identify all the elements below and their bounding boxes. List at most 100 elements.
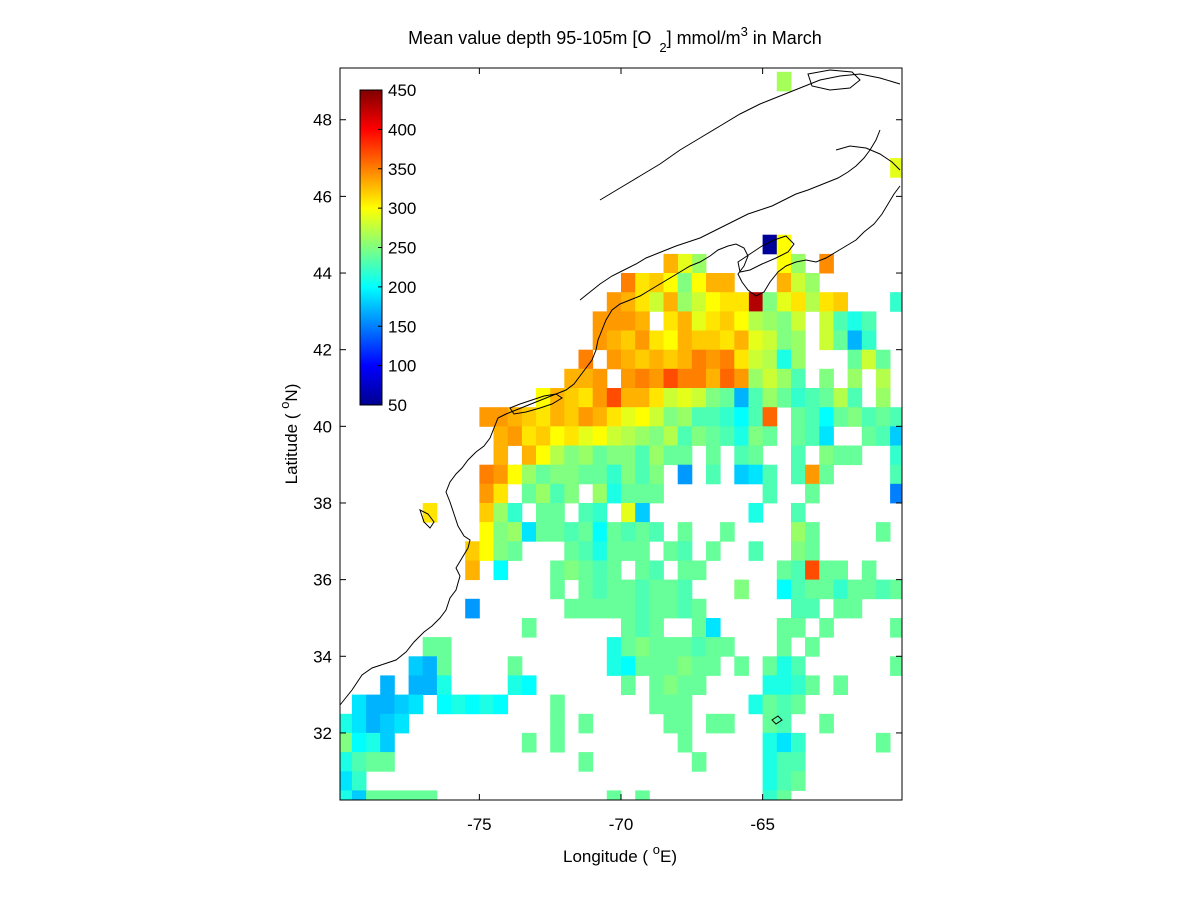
heatmap-cell bbox=[748, 388, 764, 408]
heatmap-cell bbox=[536, 522, 551, 542]
heatmap-cell bbox=[663, 675, 679, 695]
heatmap-cell bbox=[635, 464, 650, 485]
heatmap-cell bbox=[394, 694, 409, 715]
heatmap-cell bbox=[408, 694, 424, 715]
heatmap-cell bbox=[791, 388, 806, 408]
heatmap-cell bbox=[677, 445, 693, 466]
heatmap-cell bbox=[706, 349, 721, 370]
heatmap-cell bbox=[748, 541, 764, 561]
heatmap-cell bbox=[649, 560, 664, 581]
heatmap-cell bbox=[890, 158, 903, 178]
heatmap-cell bbox=[734, 388, 749, 408]
heatmap-cell bbox=[819, 464, 834, 485]
heatmap-cell bbox=[564, 541, 579, 561]
title-prefix: Mean value depth 95-105m [O bbox=[408, 28, 651, 48]
heatmap-cell bbox=[649, 349, 664, 370]
heatmap-cell bbox=[762, 292, 778, 312]
heatmap-cell bbox=[890, 618, 903, 638]
heatmap-cell bbox=[606, 330, 622, 351]
heatmap-cell bbox=[493, 503, 509, 523]
heatmap-cell bbox=[762, 675, 778, 695]
heatmap-cell bbox=[606, 790, 622, 801]
heatmap-cell bbox=[592, 598, 608, 619]
heatmap-cell bbox=[805, 464, 820, 485]
heatmap-cell bbox=[776, 330, 792, 351]
heatmap-cell bbox=[791, 522, 806, 542]
heatmap-cell bbox=[465, 694, 480, 715]
y-axis-label-degree: o bbox=[277, 402, 292, 409]
heatmap-cell bbox=[720, 388, 735, 408]
x-tick-label: -65 bbox=[750, 815, 775, 834]
heatmap-cell bbox=[833, 598, 848, 619]
x-axis-label: Longitude ( oE) bbox=[563, 842, 677, 866]
heatmap-cell bbox=[436, 656, 452, 676]
heatmap-cell bbox=[677, 330, 693, 351]
y-tick-label: 40 bbox=[313, 417, 332, 436]
heatmap-cell bbox=[762, 311, 778, 331]
heatmap-cell bbox=[422, 790, 438, 801]
heatmap-cell bbox=[734, 349, 749, 370]
y-tick-label: 48 bbox=[313, 111, 332, 130]
heatmap-cell bbox=[380, 675, 395, 695]
heatmap-cell bbox=[493, 694, 509, 715]
heatmap-cell bbox=[691, 292, 707, 312]
heatmap-cell bbox=[493, 464, 509, 485]
heatmap-cell bbox=[635, 273, 650, 293]
heatmap-cell bbox=[465, 560, 480, 581]
colorbar-tick-label: 50 bbox=[388, 396, 407, 415]
heatmap-cell bbox=[762, 464, 778, 485]
heatmap-cell bbox=[677, 637, 693, 657]
heatmap-cell bbox=[606, 292, 622, 312]
heatmap-cell bbox=[734, 445, 749, 466]
heatmap-cell bbox=[861, 407, 877, 427]
heatmap-cell bbox=[621, 522, 636, 542]
heatmap-cell bbox=[649, 483, 664, 504]
heatmap-cell bbox=[691, 368, 707, 389]
heatmap-cell bbox=[663, 388, 679, 408]
heatmap-cell bbox=[819, 560, 834, 581]
heatmap-cell bbox=[663, 541, 679, 561]
heatmap-cell bbox=[677, 541, 693, 561]
heatmap-cell bbox=[366, 790, 381, 801]
heatmap-cell bbox=[564, 407, 579, 427]
heatmap-cell bbox=[451, 694, 466, 715]
heatmap-cell bbox=[890, 292, 903, 312]
heatmap-cell bbox=[677, 273, 693, 293]
heatmap-cell bbox=[691, 311, 707, 331]
x-axis: -75 -70 -65 bbox=[467, 68, 775, 834]
heatmap-cell bbox=[762, 426, 778, 446]
heatmap-cell bbox=[663, 713, 679, 734]
y-tick-label: 46 bbox=[313, 187, 332, 206]
heatmap-cell bbox=[663, 292, 679, 312]
heatmap-cell bbox=[748, 445, 764, 466]
heatmap-cell bbox=[578, 752, 594, 772]
heatmap-cell bbox=[366, 732, 381, 753]
heatmap-cell bbox=[776, 656, 792, 676]
heatmap-cell bbox=[351, 732, 367, 753]
heatmap-cell bbox=[833, 388, 848, 408]
heatmap-cell bbox=[677, 311, 693, 331]
title-middle: ] mmol/m bbox=[667, 28, 741, 48]
heatmap-cell bbox=[578, 388, 594, 408]
heatmap-cell bbox=[536, 464, 551, 485]
heatmap-cell bbox=[621, 273, 636, 293]
heatmap-cell bbox=[564, 522, 579, 542]
heatmap-cell bbox=[805, 483, 820, 504]
heatmap-cell bbox=[465, 541, 480, 561]
heatmap-cell bbox=[861, 560, 877, 581]
heatmap-cell bbox=[493, 483, 509, 504]
heatmap-cell bbox=[791, 349, 806, 370]
y-axis-label: Latitude ( oN) bbox=[277, 384, 301, 485]
heatmap-cell bbox=[805, 541, 820, 561]
heatmap-cell bbox=[663, 598, 679, 619]
heatmap-cell bbox=[805, 388, 820, 408]
heatmap-cell bbox=[578, 426, 594, 446]
heatmap-cell bbox=[536, 483, 551, 504]
heatmap-cell bbox=[720, 637, 735, 657]
heatmap-cell bbox=[833, 292, 848, 312]
heatmap-cell bbox=[791, 330, 806, 351]
heatmap-cell bbox=[340, 732, 353, 753]
heatmap-cell bbox=[875, 407, 891, 427]
heatmap-cell bbox=[663, 694, 679, 715]
heatmap-cell bbox=[762, 388, 778, 408]
